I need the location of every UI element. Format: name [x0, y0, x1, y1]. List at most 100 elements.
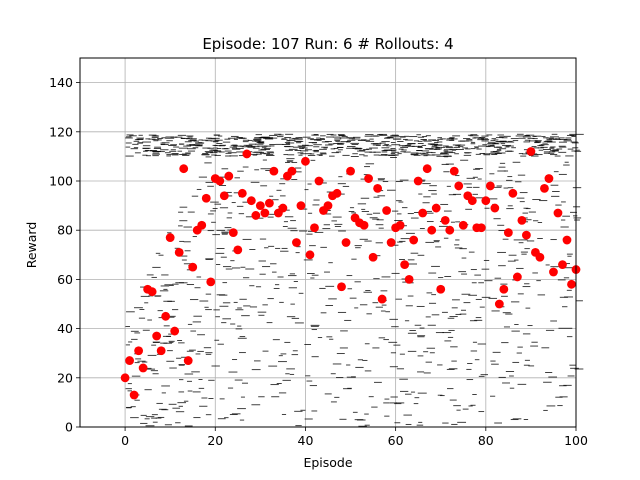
y-tick-label: 60	[57, 272, 73, 287]
reward-point	[436, 284, 446, 294]
reward-point	[323, 201, 333, 211]
reward-point	[449, 166, 459, 176]
reward-point	[287, 166, 297, 176]
reward-point	[219, 191, 229, 201]
reward-point	[174, 247, 184, 257]
reward-point	[373, 183, 382, 193]
reward-point	[292, 238, 301, 247]
y-tick-label: 20	[57, 370, 73, 385]
reward-point	[418, 208, 428, 218]
reward-point	[503, 228, 513, 238]
reward-point	[508, 188, 518, 198]
reward-point	[413, 176, 423, 186]
reward-point	[264, 198, 274, 208]
reward-point	[341, 238, 351, 247]
reward-point	[512, 272, 522, 282]
reward-point	[422, 164, 432, 174]
reward-point	[183, 356, 193, 365]
reward-point	[346, 166, 355, 176]
x-tick-label: 100	[564, 433, 588, 448]
reward-point	[134, 346, 144, 356]
reward-point	[558, 260, 567, 270]
reward-point	[260, 208, 270, 218]
reward-point	[138, 363, 148, 373]
reward-point	[476, 223, 486, 233]
reward-point	[490, 203, 500, 213]
reward-point	[404, 275, 414, 284]
reward-point	[301, 156, 310, 166]
reward-point	[549, 267, 558, 277]
reward-point	[246, 196, 256, 206]
reward-point	[454, 181, 464, 191]
y-tick-label: 0	[65, 420, 73, 435]
x-tick-label: 60	[388, 433, 404, 448]
reward-point	[409, 235, 419, 245]
x-tick-label: 80	[478, 433, 494, 448]
reward-point	[269, 166, 279, 176]
reward-point	[206, 277, 216, 287]
axis-ticks: 0 20 40 60 80 100 0 20 40 60 80 100 120 140	[49, 75, 588, 448]
reward-points	[120, 147, 581, 400]
reward-point	[296, 201, 306, 211]
reward-point	[197, 220, 207, 230]
x-axis-label: Episode	[303, 455, 352, 470]
reward-point	[255, 201, 265, 211]
y-tick-label: 100	[49, 174, 73, 189]
reward-point	[467, 196, 477, 206]
reward-point	[125, 356, 134, 365]
reward-point	[305, 250, 315, 260]
reward-point	[517, 215, 527, 225]
reward-point	[386, 238, 396, 247]
reward-point	[364, 174, 373, 183]
reward-point	[567, 279, 576, 289]
reward-point	[242, 149, 252, 159]
reward-point	[152, 331, 162, 341]
x-tick-label: 40	[298, 433, 314, 448]
reward-point	[337, 282, 346, 292]
y-tick-label: 120	[49, 124, 73, 139]
reward-point	[147, 287, 157, 297]
reward-point	[485, 181, 495, 191]
reward-point	[233, 245, 243, 255]
reward-point	[156, 346, 166, 356]
reward-point	[427, 225, 437, 235]
reward-point	[161, 311, 171, 321]
plot-frame	[79, 57, 577, 428]
reward-point	[237, 188, 247, 198]
y-axis-label: Reward	[24, 222, 39, 269]
reward-point	[431, 203, 441, 213]
y-tick-label: 40	[57, 321, 73, 336]
reward-point	[314, 176, 324, 186]
reward-point	[382, 206, 392, 215]
reward-point	[395, 220, 405, 230]
reward-point	[278, 203, 288, 213]
reward-point	[201, 193, 211, 203]
reward-point	[368, 252, 378, 262]
reward-point	[377, 294, 387, 304]
reward-point	[481, 196, 491, 206]
reward-point	[179, 164, 189, 174]
reward-point	[440, 215, 450, 225]
reward-point	[228, 228, 238, 238]
reward-point	[540, 183, 549, 193]
reward-point	[562, 235, 572, 245]
reward-point	[215, 176, 225, 186]
reward-point	[188, 262, 198, 272]
reward-point	[458, 220, 468, 230]
reward-point	[170, 326, 180, 336]
chart-title: Episode: 107 Run: 6 # Rollouts: 4	[202, 35, 453, 53]
y-tick-label: 80	[57, 223, 73, 238]
reward-point	[522, 230, 531, 240]
x-tick-label: 20	[207, 433, 223, 448]
reward-point	[165, 233, 175, 242]
reward-point	[445, 225, 455, 235]
reward-point	[129, 390, 139, 400]
reward-point	[310, 223, 319, 233]
y-tick-label: 140	[49, 75, 73, 90]
reward-point	[526, 147, 536, 156]
x-tick-label: 0	[121, 433, 129, 448]
reward-point	[494, 299, 504, 309]
